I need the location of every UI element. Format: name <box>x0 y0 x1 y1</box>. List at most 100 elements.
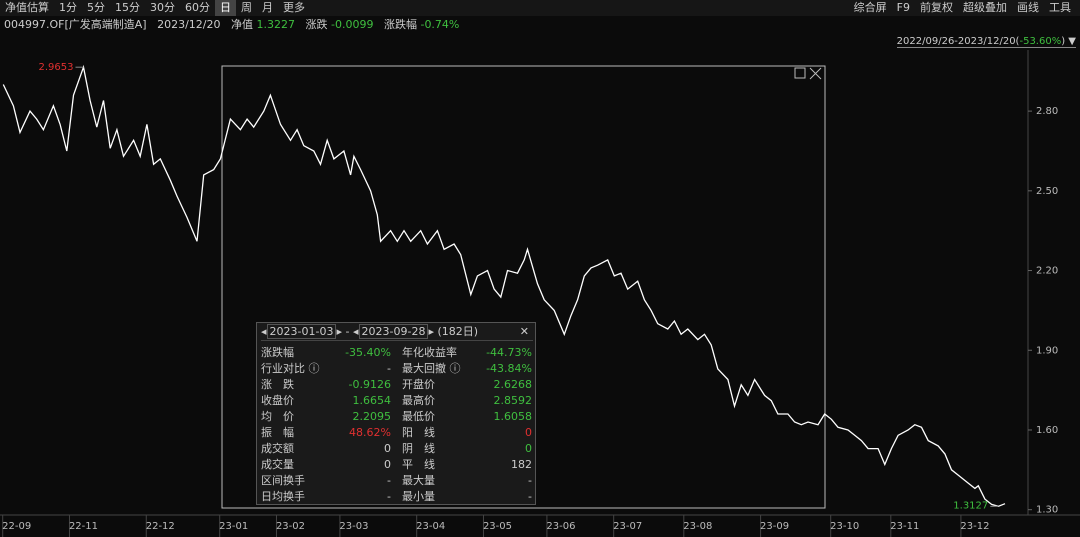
stat-value: 2.2095 <box>352 410 392 423</box>
x-tick-label: 23-12 <box>960 521 989 532</box>
x-tick-label: 23-04 <box>416 521 445 532</box>
toolbar-item[interactable]: 画线 <box>1017 1 1039 14</box>
y-tick-label: 2.80 <box>1036 106 1058 117</box>
stat-value: - <box>387 474 391 487</box>
stat-value: 0 <box>525 442 532 455</box>
max-label: 2.9653 <box>38 62 73 73</box>
panel-close[interactable]: ✕ <box>519 325 529 338</box>
stat-value: - <box>387 362 391 375</box>
pct: -0.74% <box>420 18 460 31</box>
y-tick-label: 1.30 <box>1036 505 1058 516</box>
stat-value: 2.6268 <box>493 378 533 391</box>
quote-line: 004997.OF[广发高端制造A] 2023/12/20 净值 1.3227 … <box>4 17 459 33</box>
toolbar-item[interactable]: 综合屏 <box>853 1 887 14</box>
close-icon[interactable] <box>809 67 822 80</box>
selection-box[interactable] <box>221 65 826 509</box>
x-tick-label: 23-07 <box>613 521 642 532</box>
range-pct: -53.60% <box>1019 36 1062 47</box>
change: -0.0099 <box>331 18 374 31</box>
x-tick-label: 23-06 <box>546 521 575 532</box>
stat-label: 最大量 <box>402 474 435 487</box>
x-tick-label: 22-09 <box>2 521 31 532</box>
x-tick-label: 23-05 <box>483 521 512 532</box>
maximize-icon[interactable] <box>794 67 806 79</box>
nav: 1.3227 <box>256 18 296 31</box>
toolbar-item[interactable]: 15分 <box>115 1 140 14</box>
toolbar-item[interactable]: 更多 <box>283 1 305 14</box>
start-date[interactable]: 2023-01-03 <box>266 324 337 339</box>
y-tick-label: 1.90 <box>1036 345 1058 356</box>
stat-label: 成交额 <box>261 442 294 455</box>
x-tick-label: 23-01 <box>219 521 248 532</box>
stat-label: 收盘价 <box>261 394 294 407</box>
stat-value: 2.8592 <box>493 394 533 407</box>
toolbar-item[interactable]: F9 <box>896 1 910 14</box>
y-tick-label: 1.60 <box>1036 425 1058 436</box>
range-label[interactable]: 2022/09/26-2023/12/20(-53.60%) ▼ <box>896 36 1076 48</box>
stat-value: 48.62% <box>349 426 391 439</box>
toolbar-item[interactable]: 前复权 <box>920 1 953 14</box>
fund-code: 004997.OF[广发高端制造A] <box>4 18 147 31</box>
stat-value: 0 <box>525 426 532 439</box>
quote-date: 2023/12/20 <box>157 18 221 31</box>
x-tick-label: 23-08 <box>683 521 712 532</box>
x-tick-label: 23-10 <box>830 521 859 532</box>
stat-label: 开盘价 <box>402 378 435 391</box>
toolbar-item[interactable]: 60分 <box>185 1 210 14</box>
x-tick-label: 23-02 <box>276 521 305 532</box>
stat-label: 成交量 <box>261 458 294 471</box>
y-tick-label: 2.20 <box>1036 266 1058 277</box>
stat-label: 最高价 <box>402 394 435 407</box>
stat-value: 0 <box>384 458 391 471</box>
stats-panel: ◂ 2023-01-03 ▸ - ◂ 2023-09-28 ▸ (182日) ✕ 涨跌幅… <box>256 322 536 505</box>
stat-label: 最低价 <box>402 410 435 423</box>
stat-value: -44.73% <box>486 346 532 359</box>
stat-value: 1.6654 <box>352 394 392 407</box>
stat-label: 均 价 <box>261 410 294 423</box>
pct-label: 涨跌幅 <box>383 18 417 31</box>
stat-value: - <box>528 474 532 487</box>
toolbar-item[interactable]: 超级叠加 <box>963 1 1007 14</box>
stat-label: 年化收益率 <box>402 346 457 359</box>
x-tick-label: 23-11 <box>890 521 919 532</box>
change-label: 涨跌 <box>305 18 328 31</box>
toolbar-item[interactable]: 月 <box>262 1 273 14</box>
range-close: ) <box>1061 36 1066 47</box>
stat-value: -35.40% <box>345 346 391 359</box>
toolbar-item[interactable]: 1分 <box>59 1 77 14</box>
end-date[interactable]: 2023-09-28 <box>358 324 429 339</box>
nav-label: 净值 <box>231 18 253 31</box>
stat-label: 最小量 <box>402 490 435 503</box>
y-tick-label: 2.50 <box>1036 186 1058 197</box>
x-tick-label: 23-03 <box>339 521 368 532</box>
stat-value: 0 <box>384 442 391 455</box>
panel-header: ◂ 2023-01-03 ▸ - ◂ 2023-09-28 ▸ (182日) ✕ <box>261 324 533 341</box>
stat-label: 平 线 <box>402 458 435 471</box>
toolbar-item[interactable]: 5分 <box>87 1 105 14</box>
x-tick-label: 23-09 <box>760 521 789 532</box>
stat-label: 日均换手 <box>261 490 305 503</box>
toolbar-item[interactable]: 周 <box>241 1 252 14</box>
toolbar-item[interactable]: 30分 <box>150 1 175 14</box>
stat-value: 182 <box>511 458 532 471</box>
stat-label: 最大回撤 ⓘ <box>402 362 461 375</box>
stat-label: 涨跌幅 <box>261 346 294 359</box>
stat-value: - <box>528 490 532 503</box>
line <box>2 64 1006 507</box>
stat-value: -0.9126 <box>348 378 391 391</box>
days: (182日) <box>437 325 479 338</box>
toolbar-item[interactable]: 日 <box>215 0 236 16</box>
date-sep: - <box>345 325 350 338</box>
x-tick-label: 22-11 <box>69 521 98 532</box>
toolbar: 净值估算 1分 5分 15分 30分 60分日周月更多 综合屏 F9 前复权 超级叠加 画线 工具 <box>0 0 1080 16</box>
range-period: 2022/09/26-2023/12/20( <box>896 36 1020 47</box>
toolbar-item[interactable]: 净值估算 <box>5 1 49 14</box>
stat-label: 涨 跌 <box>261 378 294 391</box>
stat-value: - <box>387 490 391 503</box>
toolbar-item[interactable]: 工具 <box>1049 1 1071 14</box>
stat-label: 区间换手 <box>261 474 305 487</box>
stat-value: -43.84% <box>486 362 532 375</box>
stat-value: 1.6058 <box>493 410 533 423</box>
